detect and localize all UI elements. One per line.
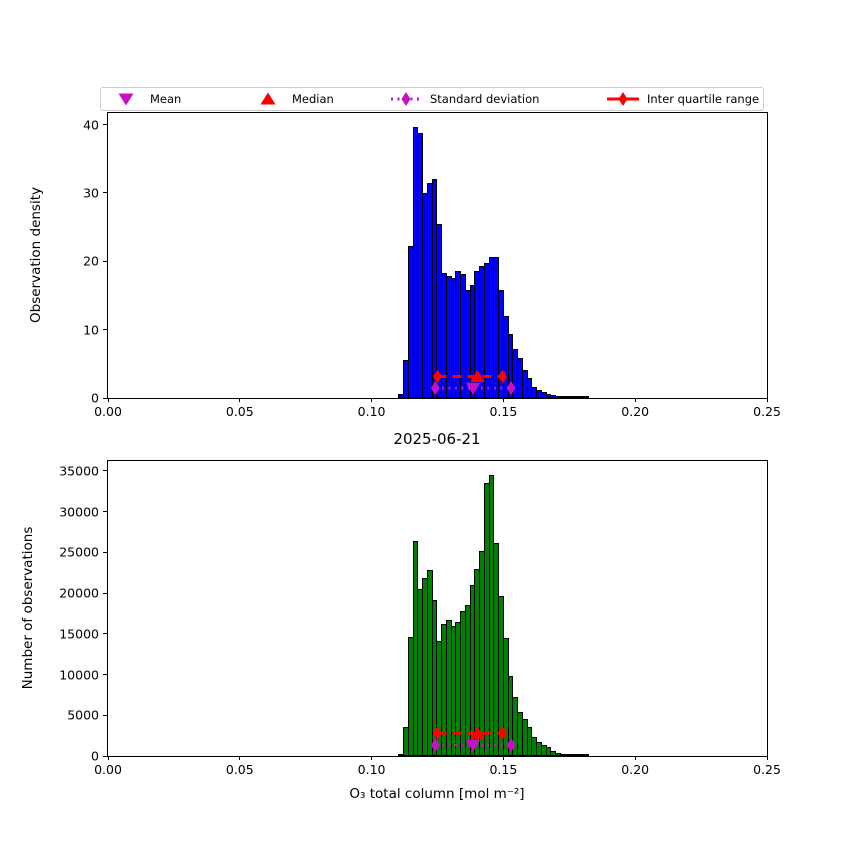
top-y-axis-label: Observation density	[28, 187, 44, 323]
x-axis-tick	[502, 398, 504, 402]
y-axis-tick-label: 40	[83, 117, 99, 133]
y-axis-tick	[103, 470, 107, 472]
median-marker-icon	[260, 92, 276, 105]
diamond-marker	[618, 92, 628, 106]
x-axis-tick-label: 0.20	[621, 404, 650, 419]
y-axis-tick	[103, 124, 107, 126]
y-axis-tick	[103, 260, 107, 262]
x-axis-tick	[634, 756, 636, 760]
x-axis-tick	[371, 398, 373, 402]
x-axis-tick-label: 0.20	[621, 762, 650, 777]
bottom-y-axis-label: Number of observations	[20, 526, 36, 690]
y-axis-tick	[103, 329, 107, 331]
x-axis-tick-label: 0.15	[489, 404, 518, 419]
y-axis-tick-label: 0	[91, 390, 99, 406]
y-axis-tick-label: 10000	[59, 667, 99, 682]
top-histogram-plot: 0.00 0.05 0.10 0.15 0.20 0.25 0 10 20 30 40	[83, 112, 781, 419]
x-axis-tick-label: 0.10	[357, 762, 386, 777]
y-axis-tick-label: 30000	[59, 504, 99, 520]
x-axis-tick	[766, 756, 768, 760]
x-axis-tick	[107, 398, 109, 402]
x-axis-tick-label: 0.10	[357, 404, 386, 419]
y-axis-tick-label: 20000	[59, 585, 99, 601]
x-axis-tick-label: 0.00	[94, 762, 122, 777]
legend-item-mean: Mean	[109, 88, 181, 110]
legend-item-iqr: Inter quartile range	[606, 88, 759, 110]
std-marker-icon	[391, 92, 421, 106]
y-axis-tick	[103, 714, 107, 716]
iqr-marker-icon	[607, 92, 639, 106]
y-axis-tick	[103, 755, 107, 757]
diamond-marker	[401, 92, 411, 106]
legend-item-std: Standard deviation	[389, 88, 539, 110]
histogram-bar	[583, 754, 590, 756]
x-axis-tick	[502, 756, 504, 760]
legend-item-median: Median	[251, 88, 334, 110]
triangle-down-marker	[118, 93, 134, 106]
y-axis-tick-label: 10	[83, 322, 99, 338]
histogram-bar	[583, 396, 590, 398]
y-axis-tick	[103, 633, 107, 635]
x-axis-tick-label: 0.25	[753, 762, 781, 777]
y-axis-tick	[103, 674, 107, 675]
y-axis-tick-label: 20	[83, 253, 99, 269]
mean-marker-icon	[118, 93, 134, 106]
y-axis-tick-label: 15000	[59, 626, 99, 642]
x-axis-tick	[107, 756, 109, 760]
x-axis-tick-label: 0.15	[489, 762, 518, 777]
y-axis-tick-label: 5000	[67, 707, 99, 723]
legend-label: Standard deviation	[430, 92, 540, 106]
legend-label: Mean	[150, 92, 182, 106]
x-axis-tick-label: 0.25	[753, 404, 781, 419]
y-axis-tick-label: 30	[83, 185, 99, 201]
x-axis-tick	[634, 398, 636, 402]
y-axis-tick-label: 25000	[59, 544, 99, 560]
y-axis-tick	[103, 592, 107, 594]
y-axis-tick	[103, 397, 107, 399]
legend-label: Inter quartile range	[647, 92, 760, 106]
legend-label: Median	[292, 92, 334, 106]
triangle-up-marker	[260, 92, 276, 105]
x-axis-tick-label: 0.00	[94, 404, 122, 419]
x-axis-tick	[371, 756, 373, 760]
x-axis-tick	[239, 398, 241, 402]
x-axis-tick-label: 0.05	[225, 762, 254, 777]
y-axis-tick	[103, 551, 107, 553]
date-label: 2025-06-21	[393, 430, 481, 448]
y-axis-tick	[103, 192, 107, 194]
x-axis-tick-label: 0.05	[225, 404, 254, 419]
legend: Mean Median Standard deviation Inter quarti…	[100, 87, 764, 111]
y-axis-tick	[103, 511, 107, 513]
bottom-histogram-plot: 0.00 0.05 0.10 0.15 0.20 0.25 0 5000 10000 15000 2…	[59, 460, 781, 777]
x-axis-label: O₃ total column [mol m⁻²]	[349, 786, 525, 802]
y-axis-tick-label: 0	[91, 748, 99, 764]
x-axis-tick	[239, 756, 241, 760]
y-axis-tick-label: 35000	[59, 463, 99, 479]
x-axis-tick	[766, 398, 768, 402]
